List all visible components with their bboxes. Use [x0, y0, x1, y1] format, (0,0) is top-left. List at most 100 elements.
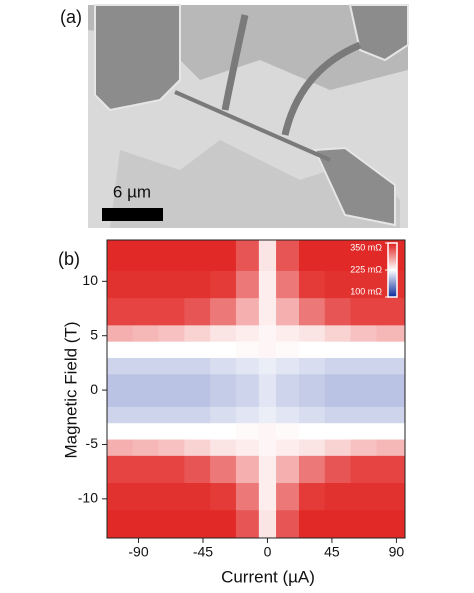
heatmap-cell: [184, 270, 211, 299]
heatmap-cell: [184, 422, 211, 440]
heatmap-cell: [107, 509, 134, 539]
heatmap-cell: [210, 324, 237, 342]
heatmap-cell: [158, 439, 185, 456]
heatmap-cell: [324, 373, 352, 407]
heatmap-cell: [376, 324, 406, 342]
heatmap-cell: [158, 373, 185, 407]
heatmap-cell: [107, 455, 134, 484]
heatmap-cell: [158, 324, 185, 342]
heatmap-cell: [107, 422, 134, 440]
x-axis-label: Current (µA): [221, 567, 315, 586]
heatmap-cell: [107, 406, 134, 424]
heatmap-cell: [235, 439, 260, 456]
heatmap-cell: [184, 482, 211, 511]
heatmap-cell: [158, 270, 185, 299]
heatmap-cell: [324, 240, 352, 271]
heatmap-cell: [350, 439, 377, 456]
heatmap-cell: [276, 482, 300, 511]
heatmap-cell: [298, 357, 326, 375]
heatmap-cell: [324, 482, 352, 511]
heatmap-cell: [350, 270, 377, 299]
panel-label: (b): [58, 249, 80, 269]
heatmap-cell: [258, 406, 277, 424]
heatmap-cell: [210, 270, 237, 299]
colorbar-tick-label: 100 mΩ: [350, 286, 382, 296]
heatmap-cell: [298, 240, 326, 271]
heatmap-cell: [132, 422, 160, 440]
heatmap-cell: [158, 341, 185, 358]
heatmap-cell: [298, 297, 326, 326]
heatmap-cell: [324, 455, 352, 484]
heatmap-cell: [107, 324, 134, 342]
heatmap-cell: [276, 297, 300, 326]
heatmap-cell: [350, 341, 377, 358]
heatmap-cell: [158, 455, 185, 484]
scale-bar-label: 6 µm: [113, 182, 151, 201]
heatmap-cell: [324, 406, 352, 424]
heatmap-cell: [210, 240, 237, 271]
heatmap-cell: [324, 509, 352, 539]
colorbar-tick-label: 225 mΩ: [350, 264, 382, 274]
heatmap-cell: [132, 357, 160, 375]
heatmap-cell: [210, 406, 237, 424]
heatmap-cell: [324, 324, 352, 342]
heatmap-cell: [350, 324, 377, 342]
heatmap-cell: [235, 422, 260, 440]
sem-image: [88, 4, 409, 228]
heatmap-cell: [132, 297, 160, 326]
heatmap-cell: [132, 324, 160, 342]
heatmap-cell: [258, 324, 277, 342]
heatmap-cell: [298, 341, 326, 358]
heatmap-cell: [350, 455, 377, 484]
heatmap-cell: [258, 373, 277, 407]
heatmap-cell: [276, 455, 300, 484]
heatmap-cell: [350, 240, 377, 271]
heatmap-cell: [158, 422, 185, 440]
heatmap-cell: [235, 373, 260, 407]
heatmap-cell: [132, 341, 160, 358]
heatmap-cell: [107, 240, 134, 271]
heatmap-cell: [132, 270, 160, 299]
heatmap-cell: [324, 297, 352, 326]
heatmap-cell: [107, 341, 134, 358]
heatmap-cell: [184, 509, 211, 539]
heatmap-cell: [235, 341, 260, 358]
heatmap-cell: [324, 341, 352, 358]
x-tick-label: -90: [128, 544, 148, 560]
heatmap-cell: [376, 357, 406, 375]
heatmap-cell: [376, 341, 406, 358]
heatmap-cell: [350, 422, 377, 440]
heatmap-cell: [158, 297, 185, 326]
heatmap-cell: [376, 439, 406, 456]
heatmap-cell: [235, 482, 260, 511]
heatmap-cell: [276, 240, 300, 271]
heatmap-cell: [210, 422, 237, 440]
heatmap-cell: [158, 240, 185, 271]
heatmap-cell: [258, 509, 277, 539]
y-tick-label: 10: [82, 272, 98, 288]
heatmap-cell: [235, 324, 260, 342]
heatmap-cell: [235, 297, 260, 326]
heatmap-cell: [132, 455, 160, 484]
heatmap-cell: [350, 357, 377, 375]
heatmap-cell: [158, 482, 185, 511]
heatmap-cell: [350, 406, 377, 424]
heatmap-cell: [258, 341, 277, 358]
heatmap-cell: [376, 373, 406, 407]
heatmap-cell: [132, 482, 160, 511]
heatmap-cell: [132, 439, 160, 456]
y-tick-label: -10: [78, 490, 98, 506]
heatmap-cell: [158, 406, 185, 424]
heatmap-cell: [276, 422, 300, 440]
heatmap-cell: [298, 373, 326, 407]
heatmap-cell: [184, 439, 211, 456]
heatmap-cell: [210, 455, 237, 484]
heatmap-cell: [132, 406, 160, 424]
heatmap-cell: [324, 422, 352, 440]
heatmap-cell: [298, 482, 326, 511]
heatmap-cell: [132, 240, 160, 271]
heatmap-cell: [276, 341, 300, 358]
heatmap-cell: [184, 357, 211, 375]
heatmap-cell: [324, 439, 352, 456]
